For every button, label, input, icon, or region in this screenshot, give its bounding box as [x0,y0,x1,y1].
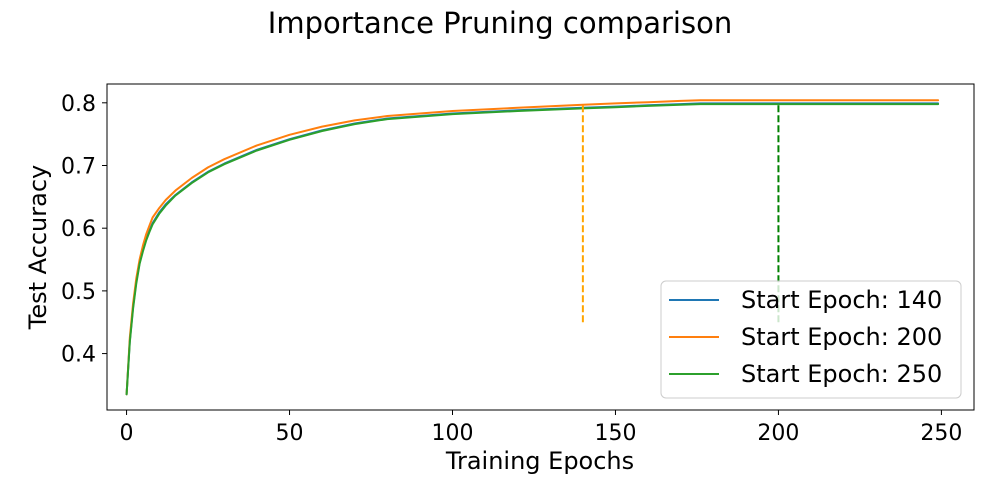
chart-title: Importance Pruning comparison [268,6,732,40]
legend: Start Epoch: 140 Start Epoch: 200 Start Ep… [660,280,962,399]
y-axis-ticks: 0.4 0.5 0.6 0.7 0.8 [61,92,107,368]
x-tick-label: 150 [594,421,636,446]
y-tick-label: 0.8 [61,92,96,117]
x-tick-label: 0 [120,421,134,446]
series-line-3 [125,103,940,396]
y-tick-label: 0.6 [61,217,96,242]
legend-box [660,280,962,399]
y-tick-label: 0.7 [61,155,96,180]
x-tick-label: 200 [757,421,799,446]
x-axis-label: Training Epochs [445,447,634,475]
x-tick-label: 50 [276,421,304,446]
series-layer [125,99,940,396]
y-tick-label: 0.4 [61,343,96,368]
legend-label: Start Epoch: 140 [741,286,942,314]
plot-area [106,83,975,411]
plot-frame [106,83,975,411]
y-tick-label: 0.5 [61,280,96,305]
legend-label: Start Epoch: 200 [741,323,942,351]
legend-label: Start Epoch: 250 [741,360,942,388]
legend-items: Start Epoch: 140 Start Epoch: 200 Start Ep… [669,286,942,388]
x-tick-label: 250 [920,421,962,446]
series-line-2 [125,99,940,396]
y-axis-label: Test Accuracy [24,165,52,330]
x-axis-ticks: 0 50 100 150 200 250 [120,410,962,446]
x-tick-label: 100 [431,421,473,446]
